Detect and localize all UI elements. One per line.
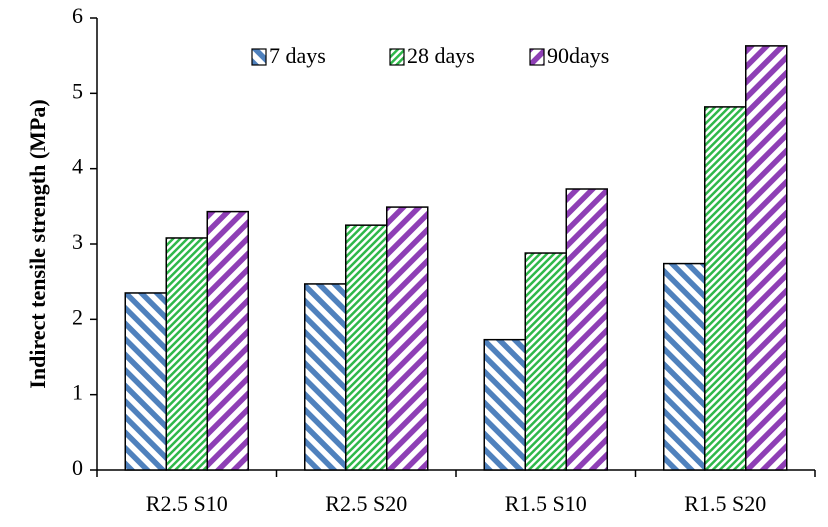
x-tick-label: R2.5 S20 bbox=[325, 491, 407, 516]
legend-swatch bbox=[529, 48, 545, 66]
y-tick-label: 1 bbox=[72, 380, 83, 405]
x-tick-label: R2.5 S10 bbox=[146, 491, 228, 516]
legend-label: 90days bbox=[547, 43, 609, 68]
bar bbox=[745, 45, 788, 471]
bar bbox=[165, 237, 208, 471]
bar bbox=[345, 224, 388, 471]
bar bbox=[565, 188, 608, 471]
bar bbox=[206, 210, 249, 471]
legend-label: 28 days bbox=[407, 43, 475, 68]
y-tick-label: 5 bbox=[72, 78, 83, 103]
bar bbox=[483, 338, 526, 471]
y-tick-label: 4 bbox=[72, 154, 83, 179]
y-tick-label: 2 bbox=[72, 304, 83, 329]
x-tick-label: R1.5 S20 bbox=[684, 491, 766, 516]
legend-swatch bbox=[251, 48, 267, 66]
bar bbox=[124, 292, 167, 471]
y-tick-label: 3 bbox=[72, 229, 83, 254]
x-tick-label: R1.5 S10 bbox=[505, 491, 587, 516]
y-tick-label: 6 bbox=[72, 3, 83, 28]
bar bbox=[304, 283, 347, 471]
y-axis-label: Indirect tensile strength (MPa) bbox=[25, 99, 50, 388]
bar bbox=[524, 252, 567, 471]
legend-label: 7 days bbox=[269, 43, 326, 68]
bar bbox=[663, 262, 706, 471]
legend-swatch bbox=[389, 48, 405, 66]
y-tick-label: 0 bbox=[72, 455, 83, 480]
bar bbox=[704, 106, 747, 471]
bar bbox=[386, 206, 429, 471]
